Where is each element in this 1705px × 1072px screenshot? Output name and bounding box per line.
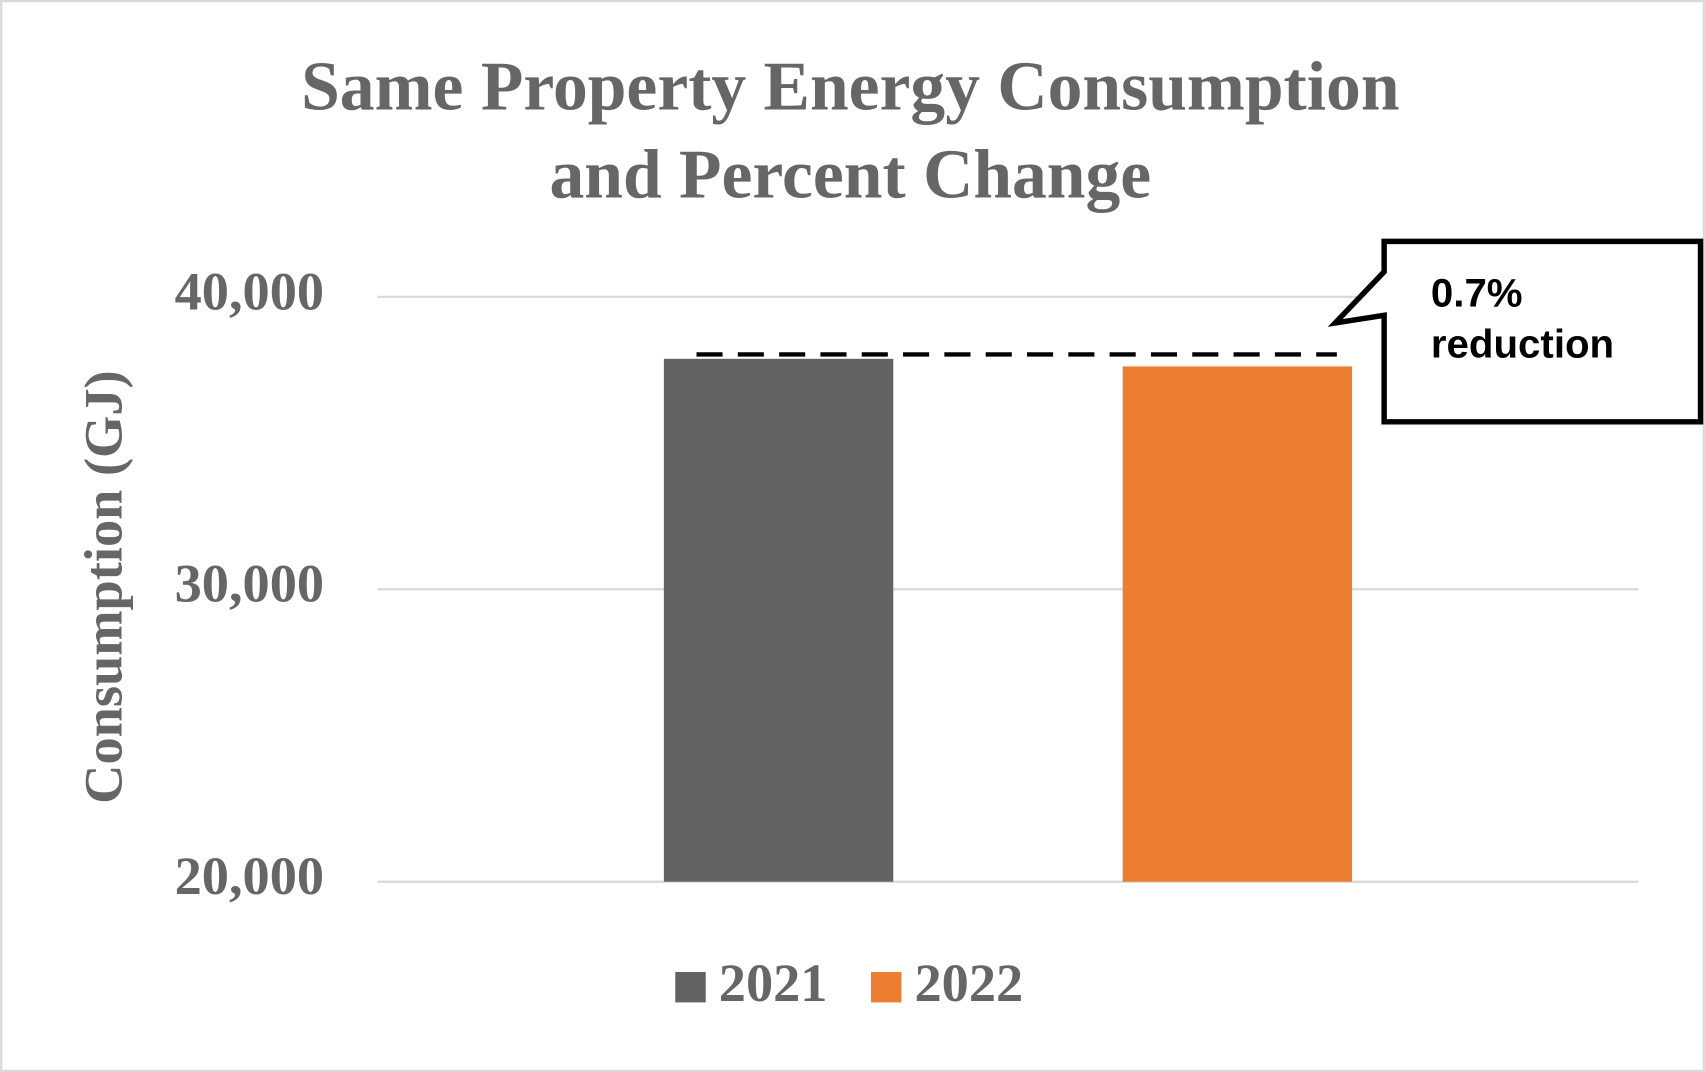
- legend-label: 2021: [719, 953, 828, 1013]
- legend-label: 2022: [914, 953, 1023, 1013]
- chart-title: Same Property Energy Consumption: [301, 48, 1399, 125]
- chart-title: and Percent Change: [549, 137, 1151, 214]
- bar: [1122, 366, 1353, 882]
- annotation: 0.7%: [1431, 270, 1523, 315]
- y-axis-label: Consumption (GJ): [73, 370, 133, 803]
- legend-swatch: [870, 971, 902, 1003]
- y-tick-label: 40,000: [175, 261, 324, 321]
- y-tick-label: 20,000: [175, 846, 324, 906]
- bar: [663, 358, 894, 882]
- annotation: reduction: [1431, 321, 1614, 366]
- annotation-callout: [1327, 238, 1704, 425]
- y-tick-label: 30,000: [175, 554, 324, 614]
- legend-swatch: [675, 971, 706, 1003]
